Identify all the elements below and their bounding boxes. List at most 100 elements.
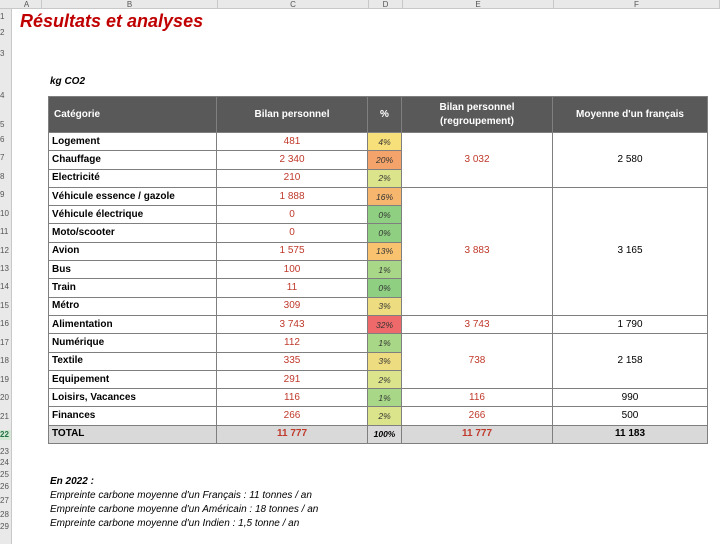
row-header-27[interactable]: 27: [0, 496, 9, 505]
category-cell[interactable]: Train: [48, 278, 217, 298]
category-cell[interactable]: Loisirs, Vacances: [48, 388, 217, 408]
row-header-4[interactable]: 4: [0, 91, 5, 100]
percent-cell[interactable]: 3%: [367, 296, 402, 316]
row-header-21[interactable]: 21: [0, 412, 9, 421]
personal-value-cell[interactable]: 266: [216, 406, 368, 426]
row-header-8[interactable]: 8: [0, 172, 5, 181]
category-cell[interactable]: Logement: [48, 131, 217, 152]
category-cell[interactable]: Chauffage: [48, 150, 217, 170]
column-header-d[interactable]: D: [369, 0, 403, 9]
category-cell[interactable]: Métro: [48, 296, 217, 316]
percent-cell[interactable]: 2%: [367, 168, 402, 188]
percent-cell[interactable]: 20%: [367, 150, 402, 170]
personal-value-cell[interactable]: 210: [216, 168, 368, 188]
row-header-9[interactable]: 9: [0, 190, 5, 199]
row-header-7[interactable]: 7: [0, 153, 5, 162]
row-header-28[interactable]: 28: [0, 510, 9, 519]
row-header-3[interactable]: 3: [0, 49, 5, 58]
column-header-a[interactable]: A: [12, 0, 42, 9]
category-cell[interactable]: Alimentation: [48, 314, 217, 335]
row-header-18[interactable]: 18: [0, 356, 9, 365]
row-header-12[interactable]: 12: [0, 246, 9, 255]
personal-value-cell[interactable]: 0: [216, 205, 368, 225]
header-category[interactable]: Catégorie: [48, 96, 217, 133]
percent-cell[interactable]: 1%: [367, 333, 402, 353]
row-header-5[interactable]: 5: [0, 120, 5, 129]
average-value-cell[interactable]: 2 158: [552, 333, 708, 390]
grouped-value-cell[interactable]: 266: [401, 406, 553, 426]
grouped-value-cell[interactable]: 3 032: [401, 132, 553, 188]
personal-value-cell[interactable]: 116: [216, 388, 368, 408]
percent-cell[interactable]: 0%: [367, 278, 402, 298]
row-header-15[interactable]: 15: [0, 301, 9, 310]
total-average-cell[interactable]: 11 183: [552, 424, 708, 445]
row-header-25[interactable]: 25: [0, 470, 9, 479]
column-header-e[interactable]: E: [403, 0, 554, 9]
personal-value-cell[interactable]: 335: [216, 351, 368, 371]
average-value-cell[interactable]: 1 790: [552, 314, 708, 335]
percent-cell[interactable]: 4%: [367, 131, 402, 152]
percent-cell[interactable]: 1%: [367, 388, 402, 408]
category-cell[interactable]: Textile: [48, 351, 217, 371]
percent-cell[interactable]: 3%: [367, 351, 402, 371]
category-cell[interactable]: Electricité: [48, 168, 217, 188]
row-header-19[interactable]: 19: [0, 375, 9, 384]
row-header-26[interactable]: 26: [0, 482, 9, 491]
average-value-cell[interactable]: 500: [552, 406, 708, 426]
percent-cell[interactable]: 16%: [367, 186, 402, 207]
total-percent-cell[interactable]: 100%: [367, 424, 402, 445]
grouped-value-cell[interactable]: 3 743: [401, 314, 553, 335]
personal-value-cell[interactable]: 309: [216, 296, 368, 316]
personal-value-cell[interactable]: 481: [216, 131, 368, 152]
total-grouped-cell[interactable]: 11 777: [401, 424, 553, 445]
header-percent[interactable]: %: [367, 96, 402, 133]
header-grouped[interactable]: Bilan personnel (regroupement): [401, 96, 553, 133]
category-cell[interactable]: Finances: [48, 406, 217, 426]
column-header-b[interactable]: B: [42, 0, 218, 9]
personal-value-cell[interactable]: 100: [216, 260, 368, 280]
percent-cell[interactable]: 2%: [367, 369, 402, 390]
grouped-value-cell[interactable]: 738: [401, 333, 553, 390]
row-header-24[interactable]: 24: [0, 458, 9, 467]
column-header-c[interactable]: C: [218, 0, 369, 9]
total-label-cell[interactable]: TOTAL: [48, 424, 217, 445]
category-cell[interactable]: Equipement: [48, 369, 217, 390]
percent-cell[interactable]: 32%: [367, 314, 402, 335]
grouped-value-cell[interactable]: 3 883: [401, 186, 553, 316]
average-value-cell[interactable]: 3 165: [552, 186, 708, 316]
grouped-value-cell[interactable]: 116: [401, 388, 553, 408]
column-header-f[interactable]: F: [554, 0, 720, 9]
personal-value-cell[interactable]: 3 743: [216, 314, 368, 335]
category-cell[interactable]: Véhicule électrique: [48, 205, 217, 225]
row-header-2[interactable]: 2: [0, 28, 5, 37]
average-value-cell[interactable]: 990: [552, 388, 708, 408]
row-header-11[interactable]: 11: [0, 227, 9, 236]
header-average[interactable]: Moyenne d'un français: [552, 96, 708, 133]
row-header-10[interactable]: 10: [0, 209, 9, 218]
row-header-29[interactable]: 29: [0, 522, 9, 531]
personal-value-cell[interactable]: 11: [216, 278, 368, 298]
row-header-22[interactable]: 22: [0, 430, 11, 440]
percent-cell[interactable]: 0%: [367, 223, 402, 243]
row-header-14[interactable]: 14: [0, 282, 9, 291]
row-header-1[interactable]: 1: [0, 12, 5, 21]
row-header-23[interactable]: 23: [0, 447, 9, 456]
percent-cell[interactable]: 1%: [367, 260, 402, 280]
personal-value-cell[interactable]: 0: [216, 223, 368, 243]
average-value-cell[interactable]: 2 580: [552, 132, 708, 188]
header-personal[interactable]: Bilan personnel: [216, 96, 368, 133]
row-header-20[interactable]: 20: [0, 393, 9, 402]
total-personal-cell[interactable]: 11 777: [216, 424, 368, 445]
personal-value-cell[interactable]: 1 888: [216, 186, 368, 207]
personal-value-cell[interactable]: 1 575: [216, 241, 368, 262]
category-cell[interactable]: Moto/scooter: [48, 223, 217, 243]
category-cell[interactable]: Bus: [48, 260, 217, 280]
category-cell[interactable]: Numérique: [48, 333, 217, 353]
category-cell[interactable]: Avion: [48, 241, 217, 262]
percent-cell[interactable]: 2%: [367, 406, 402, 426]
personal-value-cell[interactable]: 2 340: [216, 150, 368, 170]
row-header-13[interactable]: 13: [0, 264, 9, 273]
row-header-17[interactable]: 17: [0, 338, 9, 347]
personal-value-cell[interactable]: 291: [216, 369, 368, 390]
row-header-6[interactable]: 6: [0, 135, 5, 144]
